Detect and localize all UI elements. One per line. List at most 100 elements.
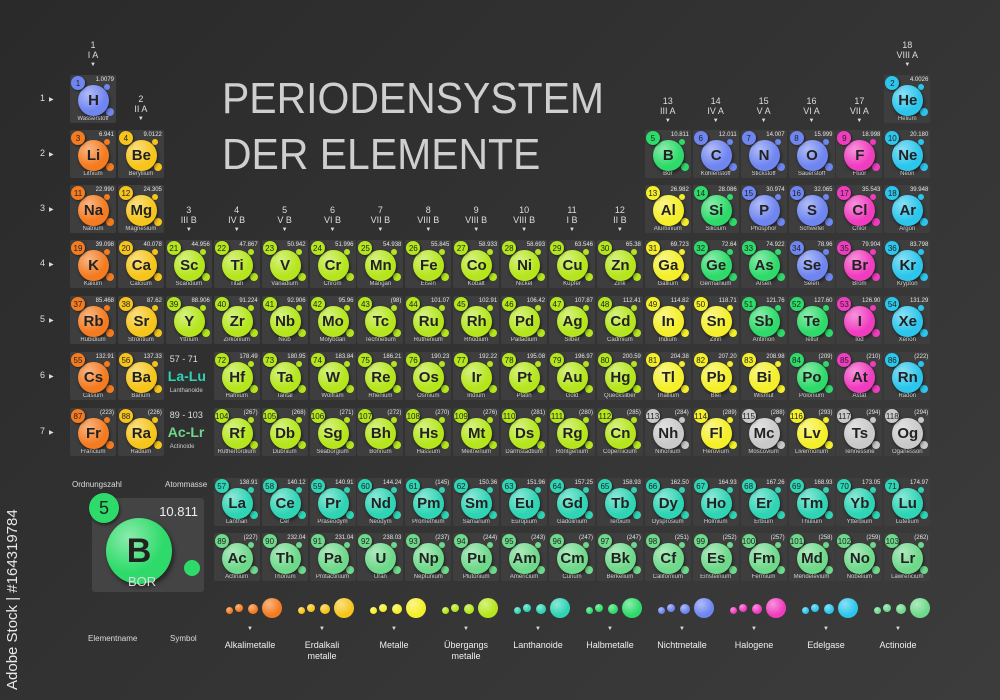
element-cell[interactable]: Zn 30 65.38 Zink (596, 240, 643, 288)
element-cell[interactable]: Bk 97 (247) Berkelium (596, 533, 643, 581)
element-cell[interactable]: Fe 26 55.845 Eisen (405, 240, 452, 288)
element-cell[interactable]: Er 68 167.26 Erbium (740, 478, 787, 526)
element-cell[interactable]: Db 105 (268) Dubnium (261, 408, 308, 456)
element-cell[interactable]: Th 90 232.04 Thorium (261, 533, 308, 581)
element-cell[interactable]: Rf 104 (267) Rutherfordium (213, 408, 260, 456)
element-cell[interactable]: Nh 113 (284) Nihonium (644, 408, 691, 456)
element-cell[interactable]: Rb 37 85.468 Rubidium (70, 296, 116, 344)
element-cell[interactable]: Xe 54 131.29 Xenon (884, 296, 931, 344)
element-cell[interactable]: Pt 78 195.08 Platin (501, 352, 548, 400)
element-cell[interactable]: Co 27 58.933 Kobalt (453, 240, 500, 288)
element-cell[interactable]: Sg 106 (271) Seaborgium (309, 408, 356, 456)
element-cell[interactable]: At 85 (210) Astat (836, 352, 883, 400)
element-cell[interactable]: Re 75 186.21 Rhenium (357, 352, 404, 400)
element-cell[interactable]: N 7 14.007 Stickstoff (740, 130, 787, 178)
element-cell[interactable]: In 49 114.82 Indium (644, 296, 691, 344)
element-cell[interactable]: Pb 82 207.20 Blei (692, 352, 739, 400)
element-cell[interactable]: Hf 72 178.49 Hafnium (213, 352, 260, 400)
element-cell[interactable]: Fr 87 (223) Francium (70, 408, 116, 456)
element-cell[interactable]: P 15 30.974 Phosphor (740, 185, 787, 233)
element-cell[interactable]: Gd 64 157.25 Gadolinium (549, 478, 595, 526)
element-cell[interactable]: Cd 48 112.41 Cadmium (596, 296, 643, 344)
element-cell[interactable]: Eu 63 151.96 Europium (501, 478, 548, 526)
element-cell[interactable]: He 2 4.0026 Helium (884, 75, 931, 123)
element-cell[interactable]: Ga 31 69.723 Gallium (644, 240, 691, 288)
element-cell[interactable]: Bi 83 208.98 Wismut (740, 352, 787, 400)
element-cell[interactable]: Tc 43 (98) Technetium (357, 296, 404, 344)
element-cell[interactable]: Og 118 (294) Oganesson (884, 408, 931, 456)
element-cell[interactable]: V 23 50.942 Vanadium (261, 240, 308, 288)
element-cell[interactable]: Hg 80 200.59 Quecksilber (596, 352, 643, 400)
element-cell[interactable]: Ni 28 58.693 Nickel (501, 240, 548, 288)
element-cell[interactable]: Po 84 (209) Polonium (788, 352, 835, 400)
element-cell[interactable]: Ca 20 40.078 Calcium (117, 240, 164, 288)
element-cell[interactable]: Fl 114 (289) Flerovium (692, 408, 739, 456)
element-cell[interactable]: C 6 12.011 Kohlenstoff (692, 130, 739, 178)
element-cell[interactable]: Yb 70 173.05 Ytterbium (836, 478, 883, 526)
element-cell[interactable]: Ru 44 101.07 Ruthenium (405, 296, 452, 344)
element-cell[interactable]: Ce 58 140.12 Cer (261, 478, 308, 526)
element-cell[interactable]: Sr 38 87.62 Strontium (117, 296, 164, 344)
element-cell[interactable]: Bh 107 (272) Bohrium (357, 408, 404, 456)
element-cell[interactable]: Y 39 88.906 Yttrium (165, 296, 212, 344)
element-cell[interactable]: Cf 98 (251) Californium (644, 533, 691, 581)
element-cell[interactable]: Ge 32 72.64 Germanium (692, 240, 739, 288)
element-cell[interactable]: Np 93 (237) Neptunium (405, 533, 452, 581)
element-cell[interactable]: Li 3 6.941 Lithium (70, 130, 116, 178)
element-cell[interactable]: Br 35 79.904 Brom (836, 240, 883, 288)
element-cell[interactable]: Nb 41 92.906 Niob (261, 296, 308, 344)
element-cell[interactable]: Sc 21 44.956 Scandium (165, 240, 212, 288)
element-cell[interactable]: Lv 116 (293) Livermorium (788, 408, 835, 456)
element-cell[interactable]: Ti 22 47.867 Titan (213, 240, 260, 288)
element-cell[interactable]: Ra 88 (226) Radium (117, 408, 164, 456)
element-cell[interactable]: Tb 65 158.93 Terbium (596, 478, 643, 526)
element-cell[interactable]: O 8 15.999 Sauerstoff (788, 130, 835, 178)
element-cell[interactable]: Be 4 9.0122 Beryllium (117, 130, 164, 178)
element-cell[interactable]: Rn 86 (222) Radon (884, 352, 931, 400)
element-cell[interactable]: La 57 138.91 Lanthan (213, 478, 260, 526)
element-cell[interactable]: Mc 115 (288) Moscovium (740, 408, 787, 456)
element-cell[interactable]: Cn 112 (285) Copernicium (596, 408, 643, 456)
element-cell[interactable]: Mn 25 54.938 Mangan (357, 240, 404, 288)
element-cell[interactable]: Pr 59 140.91 Praseodym (309, 478, 356, 526)
element-cell[interactable]: As 33 74.922 Arsen (740, 240, 787, 288)
element-cell[interactable]: Rg 111 (280) Röntgenium (549, 408, 595, 456)
element-cell[interactable]: Ts 117 (294) Tennessine (836, 408, 883, 456)
element-cell[interactable]: Lu 71 174.97 Lutetium (884, 478, 931, 526)
element-cell[interactable]: Ir 77 192.22 Iridium (453, 352, 500, 400)
element-cell[interactable]: B 5 10.811 Bor (644, 130, 691, 178)
element-cell[interactable]: Cs 55 132.91 Cäsium (70, 352, 116, 400)
element-cell[interactable]: Na 11 22.990 Natrium (70, 185, 116, 233)
element-cell[interactable]: I 53 126.90 Iod (836, 296, 883, 344)
element-cell[interactable]: Sn 50 118.71 Zinn (692, 296, 739, 344)
element-cell[interactable]: W 74 183.84 Wolfram (309, 352, 356, 400)
element-cell[interactable]: Si 14 28.086 Silicium (692, 185, 739, 233)
element-cell[interactable]: Cu 29 63.546 Kupfer (549, 240, 595, 288)
element-cell[interactable]: Ds 110 (281) Darmstadtium (501, 408, 548, 456)
element-cell[interactable]: Mt 109 (276) Meitnerium (453, 408, 500, 456)
element-cell[interactable]: Ba 56 137.33 Barium (117, 352, 164, 400)
element-cell[interactable]: Ag 47 107.87 Silber (549, 296, 595, 344)
element-cell[interactable]: Kr 36 83.798 Krypton (884, 240, 931, 288)
element-cell[interactable]: Al 13 26.982 Aluminium (644, 185, 691, 233)
element-cell[interactable]: Te 52 127.60 Tellur (788, 296, 835, 344)
element-cell[interactable]: S 16 32.065 Schwefel (788, 185, 835, 233)
element-cell[interactable]: H 1 1.0079 Wasserstoff (70, 75, 116, 123)
element-cell[interactable]: Mo 42 95.96 Molybdän (309, 296, 356, 344)
element-cell[interactable]: No 102 (259) Nobelium (836, 533, 883, 581)
element-cell[interactable]: Mg 12 24.305 Magnesium (117, 185, 164, 233)
element-cell[interactable]: K 19 39.098 Kalium (70, 240, 116, 288)
element-cell[interactable]: Cr 24 51.996 Chrom (309, 240, 356, 288)
element-cell[interactable]: Cm 96 (247) Curium (549, 533, 595, 581)
element-cell[interactable]: Os 76 190.23 Osmium (405, 352, 452, 400)
element-cell[interactable]: Pm 61 (145) Promethium (405, 478, 452, 526)
element-cell[interactable]: Ne 10 20.180 Neon (884, 130, 931, 178)
element-cell[interactable]: Ho 67 164.93 Holmium (692, 478, 739, 526)
element-cell[interactable]: Se 34 78.96 Selen (788, 240, 835, 288)
element-cell[interactable]: Sb 51 121.76 Antimon (740, 296, 787, 344)
element-cell[interactable]: Zr 40 91.224 Zirkonium (213, 296, 260, 344)
element-cell[interactable]: Pd 46 106.42 Palladium (501, 296, 548, 344)
element-cell[interactable]: Ac 89 (227) Actinium (213, 533, 260, 581)
element-cell[interactable]: Au 79 196.97 Gold (549, 352, 595, 400)
element-cell[interactable]: Tm 69 168.93 Thulium (788, 478, 835, 526)
